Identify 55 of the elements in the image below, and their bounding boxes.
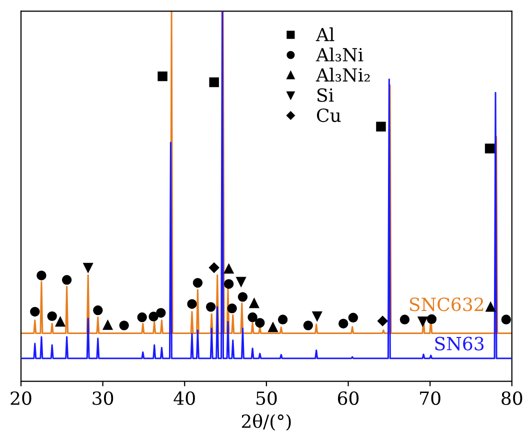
- point: [158, 71, 168, 82]
- point: [227, 304, 237, 314]
- x-tick-label: 80: [502, 391, 522, 406]
- point: [224, 279, 234, 289]
- point: [30, 306, 40, 317]
- legend-label: Al₃Ni: [316, 48, 364, 62]
- point: [249, 298, 260, 308]
- point: [312, 311, 322, 322]
- point: [187, 299, 197, 309]
- point: [255, 318, 265, 328]
- point: [248, 312, 258, 322]
- point: [102, 320, 113, 330]
- series-label: SN63: [435, 336, 484, 350]
- x-tick-label: 60: [338, 391, 359, 406]
- point: [47, 311, 57, 322]
- point: [484, 144, 495, 154]
- point: [268, 322, 278, 332]
- point: [208, 262, 220, 273]
- x-tick-label: 70: [420, 391, 440, 406]
- point: [209, 77, 219, 88]
- point: [93, 305, 103, 316]
- point: [418, 316, 428, 326]
- point: [137, 312, 147, 322]
- x-axis-title: 2θ/(°): [242, 414, 291, 431]
- point: [192, 278, 203, 288]
- point: [501, 314, 512, 324]
- point: [400, 314, 410, 324]
- point: [376, 122, 386, 132]
- point: [278, 314, 288, 324]
- point: [486, 302, 496, 312]
- point: [236, 276, 246, 287]
- point: [238, 292, 248, 302]
- point: [303, 320, 314, 330]
- x-tick-label: 50: [256, 391, 277, 406]
- point: [338, 318, 348, 328]
- series-label: SNC632: [410, 298, 484, 312]
- point: [62, 275, 72, 285]
- point: [156, 308, 166, 318]
- point: [206, 302, 216, 312]
- point: [119, 320, 129, 330]
- point: [148, 312, 158, 322]
- legend-label: Si: [317, 88, 334, 102]
- legend-label: Al₃Ni₂: [316, 68, 370, 82]
- x-tick-label: 40: [174, 391, 195, 406]
- point: [55, 316, 66, 327]
- point: [426, 314, 437, 324]
- point: [348, 312, 358, 323]
- point: [36, 270, 46, 280]
- legend-label: Cu: [316, 108, 341, 122]
- legend-label: Al: [316, 27, 334, 42]
- point: [377, 316, 388, 326]
- point: [83, 262, 93, 273]
- point: [224, 264, 234, 274]
- x-tick-label: 30: [92, 391, 114, 406]
- x-tick-label: 20: [10, 391, 32, 406]
